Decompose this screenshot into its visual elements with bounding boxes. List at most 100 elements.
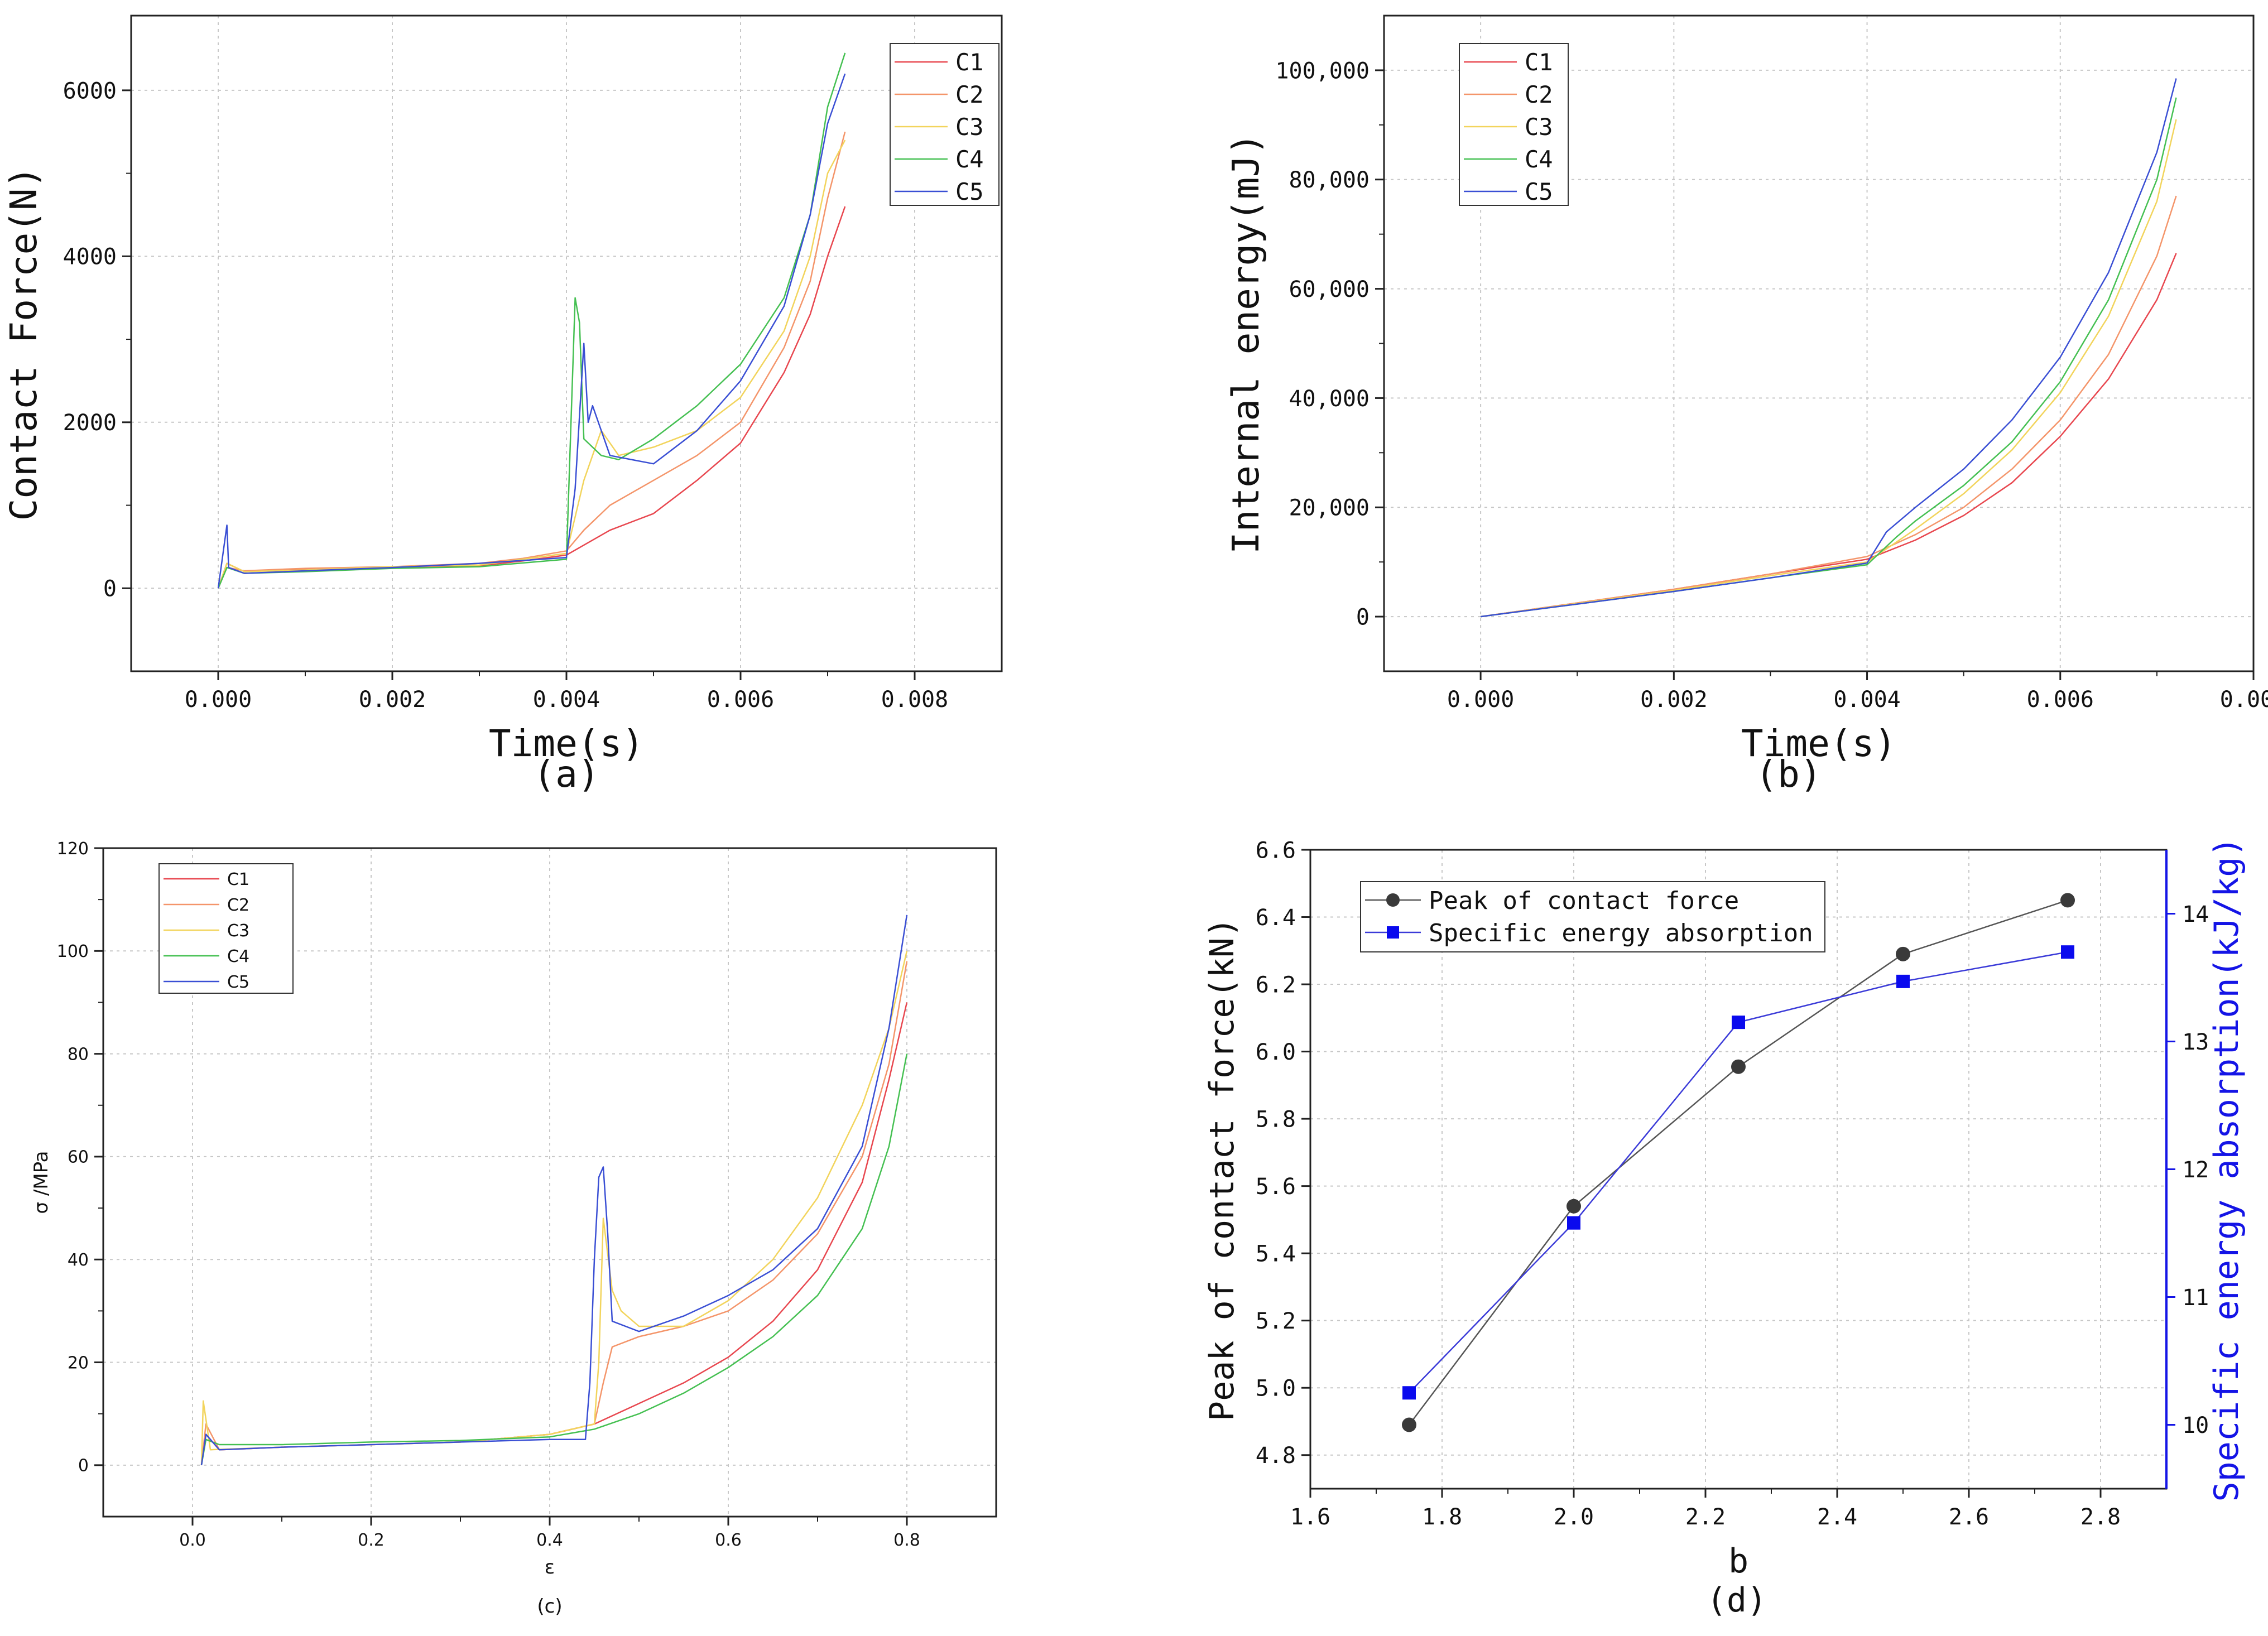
series-line-c4: [1480, 97, 2177, 618]
y-tick-label: 40,000: [1289, 386, 1370, 412]
y-right-tick-label: 14: [2182, 902, 2209, 927]
legend-box: [890, 43, 1000, 206]
y-tick-label: 80: [68, 1045, 89, 1064]
x-tick-label: 0.006: [2027, 687, 2094, 713]
x-tick-label: 0.000: [1447, 687, 1514, 713]
y-axis-label: σ /MPa: [30, 1151, 52, 1214]
legend-box: [158, 863, 294, 994]
series-line-c3: [1480, 119, 2177, 618]
legend-label: C1: [227, 870, 249, 889]
y-tick-label: 5.2: [1256, 1308, 1296, 1334]
y-axis-label: Internal energy(mJ): [1224, 133, 1267, 554]
y-tick-label: 120: [57, 839, 89, 859]
data-point-sea: [1402, 1386, 1416, 1400]
y-axis-label: Contact Force(N): [2, 166, 45, 521]
y-tick-label: 6.4: [1256, 905, 1296, 931]
legend-label: C5: [955, 178, 984, 205]
y-tick-label: 5.8: [1256, 1107, 1296, 1133]
legend-marker: [1386, 893, 1400, 907]
x-tick-label: 0.008: [2220, 687, 2268, 713]
series-line-c1: [200, 1002, 908, 1465]
chart-panel-c: 0.0 0.2 0.4 0.6 0.8 0 20 40 60 80 100 120 ε σ /MPa (c)…: [30, 839, 997, 1618]
y-right-axis-label: Specific energy absorption(kJ/kg): [2207, 836, 2246, 1502]
legend-label: C4: [227, 947, 249, 966]
chart-panel-a: 0.000 0.002 0.004 0.006 0.008 0 2000 4000 6000 Ti…: [2, 15, 1003, 796]
x-tick-label: 1.6: [1290, 1504, 1330, 1530]
x-tick-label: 0.002: [1640, 687, 1707, 713]
legend-marker: [1387, 926, 1399, 939]
y-tick-label: 100,000: [1275, 58, 1370, 84]
y-axis-label: Peak of contact force(kN): [1203, 917, 1242, 1421]
data-point-sea: [1567, 1216, 1580, 1230]
x-axis-label: Time(s): [489, 722, 644, 765]
legend-label: Peak of contact force: [1429, 887, 1739, 915]
x-tick-label: 0.006: [707, 687, 774, 713]
legend-label: C1: [955, 49, 984, 76]
x-tick-label: 2.4: [1817, 1504, 1857, 1530]
legend-box: [1360, 881, 1825, 952]
x-tick-label: 0.0: [179, 1531, 206, 1550]
chart-panel-d: 1.6 1.8 2.0 2.2 2.4 2.6 2.8 4.8 5.0 5.2 5.4 5.6 5.8 6…: [1203, 836, 2246, 1620]
panel-caption: (c): [537, 1595, 562, 1618]
x-tick-label: 0.008: [881, 687, 948, 713]
series-line-c4: [217, 52, 846, 589]
x-tick-label: 2.0: [1554, 1504, 1594, 1530]
x-axis-label: Time(s): [1741, 722, 1896, 765]
y-tick-label: 2000: [63, 410, 117, 436]
legend-label: C2: [955, 81, 984, 108]
series-line-c2: [1480, 195, 2177, 618]
series-line-c4: [200, 1053, 908, 1466]
legend-label: C3: [227, 921, 249, 941]
y-tick-label: 20,000: [1289, 495, 1370, 521]
panel-caption: (a): [533, 753, 599, 796]
legend-label: C2: [227, 896, 249, 915]
y-tick-label: 6.0: [1256, 1040, 1296, 1065]
series-line-c1: [217, 206, 846, 589]
y-tick-label: 5.6: [1256, 1174, 1296, 1200]
legend-box: [1459, 43, 1569, 206]
y-tick-label: 6.2: [1256, 972, 1296, 998]
x-axis-label: b: [1728, 1542, 1748, 1581]
y-tick-label: 40: [68, 1250, 89, 1270]
y-tick-label: 5.4: [1256, 1242, 1296, 1267]
data-point-sea: [1896, 974, 1910, 988]
y-tick-label: 6.6: [1256, 838, 1296, 863]
y-tick-label: 6000: [63, 78, 117, 104]
legend-label: C1: [1525, 49, 1553, 76]
panel-caption: (b): [1755, 753, 1822, 796]
data-point-peak: [1896, 946, 1910, 961]
legend-label: C4: [955, 146, 984, 173]
data-point-peak: [1402, 1417, 1416, 1432]
data-point-peak: [2060, 893, 2075, 908]
x-tick-label: 0.000: [185, 687, 252, 713]
y-tick-label: 4.8: [1256, 1443, 1296, 1469]
legend-label: Specific energy absorption: [1429, 919, 1813, 947]
y-right-tick-label: 10: [2182, 1413, 2209, 1438]
x-tick-label: 0.4: [536, 1531, 563, 1550]
y-tick-label: 0: [78, 1456, 89, 1476]
x-axis-label: ε: [545, 1556, 555, 1579]
y-tick-label: 20: [68, 1353, 89, 1373]
panel-caption: (d): [1707, 1581, 1767, 1620]
x-tick-label: 2.8: [2080, 1504, 2121, 1530]
series-line-c5: [217, 73, 846, 589]
y-tick-label: 0: [103, 576, 117, 602]
series-line-c3: [200, 951, 908, 1465]
legend-label: C5: [227, 973, 249, 992]
y-tick-label: 0: [1356, 604, 1370, 630]
data-point-peak: [1731, 1059, 1746, 1074]
data-point-sea: [2061, 945, 2074, 959]
legend-label: C5: [1525, 178, 1553, 205]
data-point-peak: [1567, 1199, 1581, 1214]
legend-label: C4: [1525, 146, 1553, 173]
y-tick-label: 100: [57, 942, 89, 961]
series-line-c1: [1480, 253, 2177, 618]
legend-label: C3: [955, 113, 984, 141]
x-tick-label: 0.004: [1833, 687, 1900, 713]
x-tick-label: 2.2: [1685, 1504, 1726, 1530]
chart-panel-b: 0.000 0.002 0.004 0.006 0.008 0 20,000 40,000 60…: [1224, 15, 2268, 796]
data-point-sea: [1732, 1016, 1745, 1029]
series-line-c2: [217, 131, 846, 589]
x-tick-label: 2.6: [1949, 1504, 1989, 1530]
